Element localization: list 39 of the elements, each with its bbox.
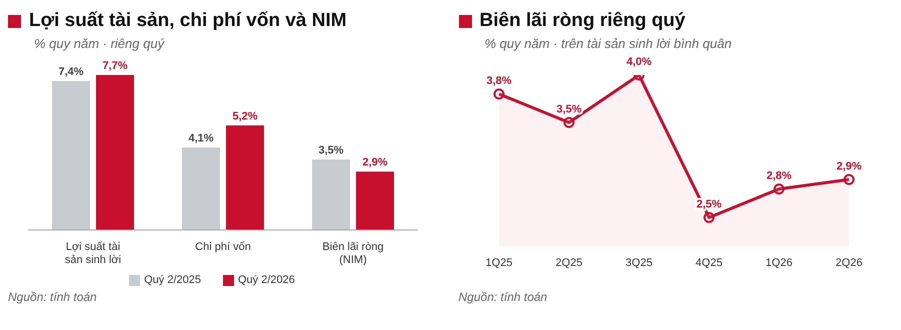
point [773,184,784,194]
bar [96,75,134,230]
chart-subtitle: % quy năm · trên tài sản sinh lời bình quân [484,36,733,51]
x-tick-label: 1Q26 [765,257,792,269]
data-label: 3,5% [556,104,582,116]
data-label: 2,8% [766,170,792,182]
data-label: 2,9% [362,156,388,169]
bar [356,172,394,230]
point [703,212,714,223]
data-label: 3,8% [486,75,512,87]
point [563,117,574,128]
data-label: 4,0% [626,56,652,68]
x-tick-label: 3Q25 [625,257,652,269]
text: Nguồn: tính toán [8,290,98,304]
bar [182,147,220,230]
x-tick-label: 2Q26 [835,257,862,269]
chart-title: Biên lãi ròng riêng quý [480,10,686,32]
data-label: 3,5% [318,144,344,157]
chart-subtitle: % quy năm · riêng quý [34,36,166,51]
x-tick-label: Chi phí vốn [195,241,251,253]
point [843,174,854,185]
data-label: 5,2% [232,110,258,122]
bar [226,125,264,230]
x-tick-label: Biên lãi ròng (NIM) [322,241,384,266]
x-tick-label: 2Q25 [555,257,582,269]
x-tick-label: 1Q25 [485,257,512,269]
chart-title: Lợi suất tài sản, chi phí vốn và NIM [29,10,347,32]
bar [312,160,350,230]
point [493,88,504,100]
bar [52,81,90,230]
legend-label: Quý 2/2026 [238,274,295,286]
data-label: 2,9% [836,160,862,172]
annotation: Nguồn: tính toán [458,290,548,304]
data-label: 7,7% [102,60,128,72]
data-label: 4,1% [188,132,214,144]
x-tick-label: 4Q25 [695,257,722,269]
legend-label: Quý 2/2025 [144,274,201,286]
x-tick-label: Lợi suất tài sản sinh lời [64,241,122,266]
data-label: 7,4% [58,66,84,78]
